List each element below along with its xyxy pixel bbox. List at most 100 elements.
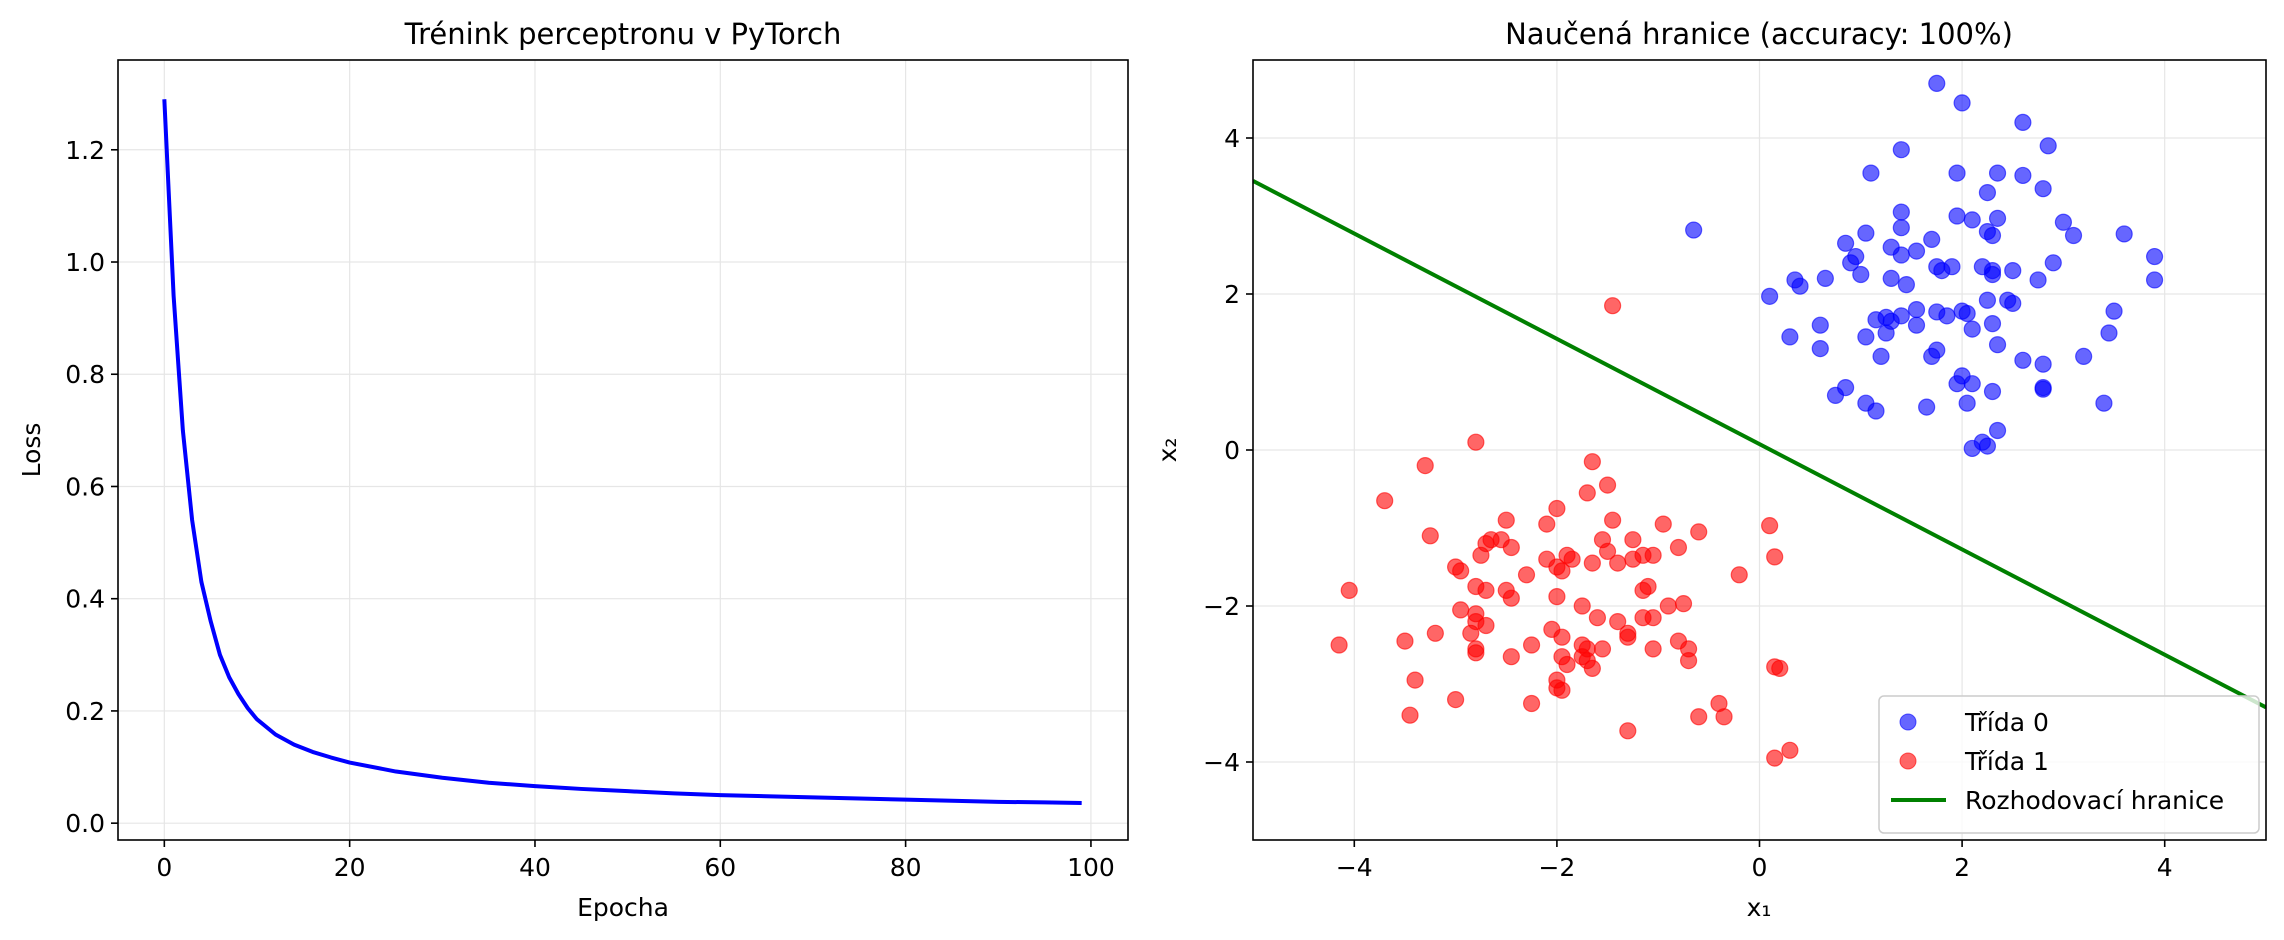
scatter-point-class0: [1948, 164, 1966, 182]
legend-marker-class1: [1899, 752, 1917, 770]
loss-series: [162, 99, 1082, 805]
loss-chart-title: Trénink perceptronu v PyTorch: [404, 17, 842, 51]
scatter-point-class0: [2034, 180, 2052, 198]
scatter-point-class1: [1690, 523, 1708, 541]
scatter-point-class1: [1446, 558, 1465, 576]
boundary-chart: −4 −2 0 2 4 −4 −2 0 2 4 Naučená hranice (accuracy…: [1153, 17, 2267, 922]
scatter-point-class1: [1522, 694, 1541, 713]
scatter-point-class1: [1421, 527, 1439, 545]
scatter-point-class0: [2095, 394, 2113, 412]
loss-y-axis-label: Loss: [17, 423, 46, 478]
scatter-point-class1: [1467, 644, 1485, 662]
decision-boundary-line: [1253, 179, 2266, 710]
y-tick-label: 0.4: [65, 585, 105, 614]
scatter-point-class1: [1553, 681, 1571, 699]
loss-axes-frame: [117, 59, 1129, 841]
scatter-point-class1: [1634, 609, 1652, 627]
scatter-point-class1: [1771, 659, 1789, 678]
scatter-point-class1: [1548, 499, 1566, 518]
scatter-point-class0: [2075, 347, 2093, 365]
scatter-point-class1: [1330, 636, 1348, 654]
scatter-point-class1: [1452, 601, 1470, 619]
scatter-point-class0: [1958, 394, 1976, 412]
scatter-point-class1: [1644, 640, 1662, 658]
scatter-point-class0: [1923, 230, 1941, 248]
scatter-point-class1: [1593, 640, 1612, 658]
scatter-point-class0: [2039, 137, 2057, 155]
scatter-point-class1: [1659, 597, 1677, 615]
x-tick-label: 4: [2157, 853, 2173, 882]
scatter-point-class0: [1907, 242, 1926, 260]
legend-label-class0: Třída 0: [1964, 708, 2049, 737]
scatter-point-class1: [1715, 708, 1733, 726]
scatter-point-class0: [2105, 302, 2123, 320]
scatter-point-class0: [2004, 294, 2022, 312]
scatter-point-class1: [1604, 511, 1622, 529]
scatter-point-class1: [1598, 476, 1617, 494]
x-tick-label: 0: [156, 853, 172, 882]
y-tick-label: 0.0: [65, 809, 105, 838]
scatter-point-class1: [1472, 546, 1490, 564]
loss-ticks: 0 20 40 60 80 100 0.0 0.2 0.4 0.6 0.8 1.0 1.2: [65, 136, 1115, 882]
scatter-point-class1: [1406, 671, 1424, 689]
x-tick-label: −2: [1538, 853, 1575, 882]
scatter-point-class1: [1583, 554, 1601, 572]
scatter-point-class0: [1897, 276, 1915, 294]
y-tick-label: −4: [1203, 748, 1240, 777]
scatter-point-class0: [2014, 351, 2032, 369]
scatter-point-class0: [1685, 221, 1703, 239]
scatter-point-class1: [1376, 492, 1394, 510]
x-tick-label: 0: [1752, 853, 1768, 882]
scatter-point-class0: [1867, 402, 1885, 420]
scatter-point-class0: [1938, 307, 1956, 325]
scatter-point-class1: [1624, 531, 1642, 549]
scatter-point-class0: [1892, 246, 1910, 264]
loss-chart: 0 20 40 60 80 100 0.0 0.2 0.4 0.6 0.8 1.0 1.2 Trénin…: [17, 17, 1129, 922]
scatter-point-class0: [1862, 164, 1880, 182]
scatter-point-class0: [2004, 262, 2022, 280]
scatter-point-class1: [1634, 581, 1652, 600]
scatter-point-class1: [1446, 690, 1465, 709]
scatter-point-class1: [1548, 588, 1566, 606]
scatter-point-class0: [1907, 316, 1926, 334]
scatter-point-class0: [1811, 316, 1829, 334]
scatter-point-class0: [1872, 347, 1890, 365]
y-tick-label: 0.2: [65, 697, 105, 726]
scatter-point-class1: [1426, 624, 1444, 642]
scatter-point-class1: [1583, 453, 1601, 471]
scatter-point-class0: [1877, 324, 1895, 342]
scatter-point-class0: [2014, 166, 2032, 185]
scatter-point-class1: [1467, 433, 1485, 451]
y-tick-label: −2: [1203, 592, 1240, 621]
scatter-point-class0: [1761, 287, 1779, 305]
scatter-point-class0: [1811, 340, 1829, 358]
x-tick-label: 100: [1067, 853, 1115, 882]
scatter-point-class1: [1619, 628, 1637, 646]
scatter-point-class0: [1978, 437, 1997, 455]
scatter-point-class1: [1669, 538, 1688, 557]
scatter-point-class0: [1963, 211, 1981, 229]
boundary-chart-title: Naučená hranice (accuracy: 100%): [1505, 17, 2013, 51]
scatter-point-class0: [1988, 336, 2007, 354]
scatter-point-class0: [1988, 164, 2007, 182]
scatter-point-class1: [1462, 624, 1480, 642]
legend-box: [1878, 695, 2260, 834]
scatter-point-class1: [1624, 550, 1642, 568]
scatter-point-class0: [1816, 269, 1834, 287]
scatter-point-class0: [2034, 380, 2052, 398]
scatter-point-class1: [1583, 659, 1601, 678]
loss-line: [162, 99, 1082, 805]
scatter-point-class0: [1892, 219, 1910, 237]
scatter-point-class1: [1588, 609, 1607, 627]
legend: Třída 0 Třída 1 Rozhodovací hranice: [1878, 695, 2260, 834]
scatter-point-class1: [1609, 612, 1627, 631]
x-tick-label: 60: [704, 853, 736, 882]
scatter-point-class1: [1553, 628, 1571, 646]
scatter-point-class0: [2029, 271, 2047, 289]
scatter-point-class0: [1928, 74, 1946, 93]
scatter-point-class1: [1517, 566, 1536, 584]
x-tick-label: −4: [1336, 853, 1373, 882]
scatter-point-class1: [1502, 648, 1520, 666]
scatter-point-class0: [1983, 315, 2002, 333]
